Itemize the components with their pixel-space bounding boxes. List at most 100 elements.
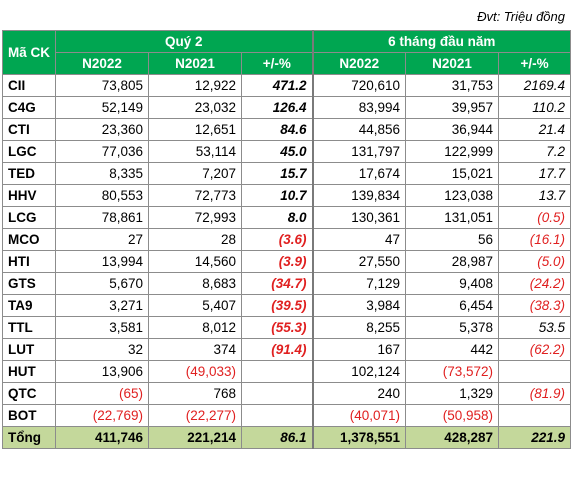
- q2-2021-cell: 768: [148, 382, 242, 405]
- table-row: TED 8,335 7,207 15.7 17,674 15,021 17.7: [2, 162, 572, 185]
- q2-pct-cell: [240, 404, 314, 427]
- table-row: QTC (65) 768 240 1,329 (81.9): [2, 382, 572, 405]
- m6-pct-cell: (81.9): [498, 382, 572, 405]
- stock-code: LUT: [2, 338, 56, 361]
- q2-pct-cell: 45.0: [240, 140, 314, 163]
- q2-2022-cell: 73,805: [55, 74, 149, 97]
- m6-2021-cell: 31,753: [405, 74, 500, 97]
- m6-pct-cell: (24.2): [498, 272, 572, 295]
- table-row: MCO 27 28 (3.6) 47 56 (16.1): [2, 228, 572, 251]
- m6-pct-cell: 110.2: [498, 96, 572, 119]
- m6-2022-cell: 131,797: [312, 140, 407, 163]
- q2-pct-cell: 10.7: [240, 184, 314, 207]
- m6-2021-cell: 6,454: [405, 294, 500, 317]
- q2-2021-cell: 72,773: [148, 184, 242, 207]
- table-row: BOT (22,769) (22,277) (40,071) (50,958): [2, 404, 572, 427]
- table-row: C4G 52,149 23,032 126.4 83,994 39,957 110.2: [2, 96, 572, 119]
- m6-2021-cell: 36,944: [405, 118, 500, 141]
- table-row: LCG 78,861 72,993 8.0 130,361 131,051 (0.5): [2, 206, 572, 229]
- q2-2021-cell: 8,012: [148, 316, 242, 339]
- q2-2022-cell: 5,670: [55, 272, 149, 295]
- m6-pct-cell: 13.7: [498, 184, 572, 207]
- q2-pct-cell: 471.2: [240, 74, 314, 97]
- q2-2021-cell: 14,560: [148, 250, 242, 273]
- table-row: LUT 32 374 (91.4) 167 442 (62.2): [2, 338, 572, 361]
- stock-code: LCG: [2, 206, 56, 229]
- m6-2021-cell: 131,051: [405, 206, 500, 229]
- q2-pct-cell: 84.6: [240, 118, 314, 141]
- header-q2-pct: +/-%: [240, 52, 314, 75]
- total-q2-pct: 86.1: [240, 426, 314, 449]
- m6-2022-cell: 720,610: [312, 74, 407, 97]
- q2-pct-cell: (55.3): [240, 316, 314, 339]
- q2-pct-cell: (39.5): [240, 294, 314, 317]
- m6-pct-cell: [498, 360, 572, 383]
- m6-2022-cell: 3,984: [312, 294, 407, 317]
- header-q2-2022: N2022: [55, 52, 149, 75]
- q2-2021-cell: 23,032: [148, 96, 242, 119]
- m6-pct-cell: (16.1): [498, 228, 572, 251]
- m6-2021-cell: 123,038: [405, 184, 500, 207]
- m6-pct-cell: [498, 404, 572, 427]
- q2-pct-cell: 126.4: [240, 96, 314, 119]
- q2-2021-cell: 5,407: [148, 294, 242, 317]
- total-6m-2021: 428,287: [405, 426, 500, 449]
- header-q2-2021: N2021: [148, 52, 242, 75]
- q2-2022-cell: 13,994: [55, 250, 149, 273]
- q2-2021-cell: 72,993: [148, 206, 242, 229]
- q2-2021-cell: (22,277): [148, 404, 242, 427]
- m6-2021-cell: 39,957: [405, 96, 500, 119]
- q2-2022-cell: 77,036: [55, 140, 149, 163]
- stock-code: HUT: [2, 360, 56, 383]
- m6-2022-cell: 8,255: [312, 316, 407, 339]
- table-header: Mã CK Quý 2 6 tháng đầu năm N2022 N2021 …: [2, 30, 572, 75]
- total-q2-2022: 411,746: [55, 426, 149, 449]
- m6-2021-cell: 15,021: [405, 162, 500, 185]
- table-row: TTL 3,581 8,012 (55.3) 8,255 5,378 53.5: [2, 316, 572, 339]
- m6-2022-cell: 83,994: [312, 96, 407, 119]
- m6-pct-cell: 7.2: [498, 140, 572, 163]
- m6-2022-cell: 130,361: [312, 206, 407, 229]
- q2-2022-cell: 8,335: [55, 162, 149, 185]
- m6-2022-cell: 139,834: [312, 184, 407, 207]
- q2-2022-cell: 32: [55, 338, 149, 361]
- m6-2021-cell: 122,999: [405, 140, 500, 163]
- m6-pct-cell: 2169.4: [498, 74, 572, 97]
- header-code: Mã CK: [2, 30, 56, 75]
- q2-pct-cell: (34.7): [240, 272, 314, 295]
- total-label: Tổng: [2, 426, 56, 449]
- m6-pct-cell: (0.5): [498, 206, 572, 229]
- stock-code: GTS: [2, 272, 56, 295]
- m6-pct-cell: (5.0): [498, 250, 572, 273]
- q2-2022-cell: (65): [55, 382, 149, 405]
- q2-2022-cell: 3,271: [55, 294, 149, 317]
- table-row: HHV 80,553 72,773 10.7 139,834 123,038 13.7: [2, 184, 572, 207]
- table-body: CII 73,805 12,922 471.2 720,610 31,753 2169.4 C…: [2, 74, 572, 427]
- stock-code: HHV: [2, 184, 56, 207]
- q2-2021-cell: 8,683: [148, 272, 242, 295]
- q2-pct-cell: (91.4): [240, 338, 314, 361]
- m6-pct-cell: 17.7: [498, 162, 572, 185]
- stock-code: HTI: [2, 250, 56, 273]
- q2-pct-cell: [240, 360, 314, 383]
- table-row: LGC 77,036 53,114 45.0 131,797 122,999 7.2: [2, 140, 572, 163]
- q2-pct-cell: [240, 382, 314, 405]
- table-row: HTI 13,994 14,560 (3.9) 27,550 28,987 (5.0): [2, 250, 572, 273]
- q2-2021-cell: 28: [148, 228, 242, 251]
- q2-2022-cell: 78,861: [55, 206, 149, 229]
- m6-2022-cell: (40,071): [312, 404, 407, 427]
- m6-pct-cell: (38.3): [498, 294, 572, 317]
- stock-code: TTL: [2, 316, 56, 339]
- m6-2021-cell: 5,378: [405, 316, 500, 339]
- m6-2021-cell: 28,987: [405, 250, 500, 273]
- q2-2022-cell: 13,906: [55, 360, 149, 383]
- m6-2022-cell: 167: [312, 338, 407, 361]
- m6-2022-cell: 44,856: [312, 118, 407, 141]
- table-row: CTI 23,360 12,651 84.6 44,856 36,944 21.4: [2, 118, 572, 141]
- header-6m-2021: N2021: [405, 52, 500, 75]
- total-row: Tổng 411,746 221,214 86.1 1,378,551 428,…: [2, 426, 572, 449]
- table-row: TA9 3,271 5,407 (39.5) 3,984 6,454 (38.3): [2, 294, 572, 317]
- m6-2021-cell: 56: [405, 228, 500, 251]
- stock-code: BOT: [2, 404, 56, 427]
- total-6m-2022: 1,378,551: [312, 426, 407, 449]
